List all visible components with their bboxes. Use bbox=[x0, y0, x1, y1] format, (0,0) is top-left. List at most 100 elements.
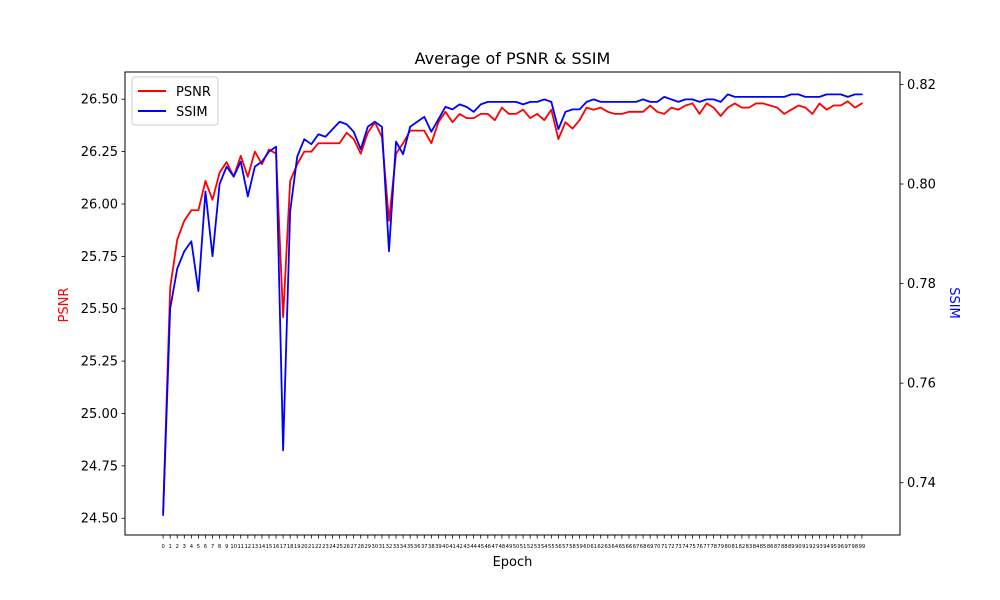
x-tick-label: 22 bbox=[315, 544, 322, 550]
x-tick-label: 77 bbox=[703, 544, 710, 550]
x-tick-label: 70 bbox=[654, 544, 661, 550]
x-tick-label: 45 bbox=[477, 544, 484, 550]
x-tick-label: 56 bbox=[555, 544, 562, 550]
x-tick-label: 29 bbox=[365, 544, 372, 550]
x-tick-label: 1 bbox=[169, 544, 172, 550]
x-tick-label: 4 bbox=[190, 544, 194, 550]
x-tick-label: 36 bbox=[414, 544, 421, 550]
x-tick-label: 73 bbox=[675, 544, 682, 550]
x-tick-label: 26 bbox=[343, 544, 350, 550]
y-tick-label-left: 26.00 bbox=[81, 197, 118, 212]
x-tick-label: 82 bbox=[739, 544, 746, 550]
legend-label-psnr: PSNR bbox=[176, 85, 211, 100]
x-tick-label: 5 bbox=[197, 544, 200, 550]
x-tick-label: 88 bbox=[781, 544, 788, 550]
x-tick-label: 25 bbox=[336, 544, 343, 550]
y-tick-label-left: 26.25 bbox=[81, 145, 118, 160]
x-tick-label: 59 bbox=[576, 544, 583, 550]
y-tick-label-right: 0.80 bbox=[907, 178, 936, 193]
x-tick-label: 46 bbox=[484, 544, 491, 550]
x-tick-label: 11 bbox=[237, 544, 244, 550]
x-tick-label: 85 bbox=[760, 544, 767, 550]
x-tick-label: 19 bbox=[294, 544, 301, 550]
x-tick-label: 83 bbox=[746, 544, 753, 550]
x-tick-label: 30 bbox=[372, 544, 379, 550]
x-tick-label: 41 bbox=[449, 544, 456, 550]
x-tick-label: 28 bbox=[357, 544, 364, 550]
x-tick-label: 58 bbox=[569, 544, 576, 550]
x-tick-label: 24 bbox=[329, 544, 336, 550]
x-tick-label: 74 bbox=[682, 544, 689, 550]
x-tick-label: 71 bbox=[661, 544, 668, 550]
x-tick-label: 8 bbox=[218, 544, 221, 550]
plot-frame bbox=[124, 71, 901, 536]
x-tick-label: 9 bbox=[225, 544, 228, 550]
x-tick-label: 67 bbox=[633, 544, 640, 550]
x-tick-label: 64 bbox=[612, 544, 619, 550]
x-tick-label: 27 bbox=[350, 544, 357, 550]
x-tick-label: 86 bbox=[767, 544, 774, 550]
x-tick-label: 42 bbox=[456, 544, 463, 550]
x-tick-label: 57 bbox=[562, 544, 569, 550]
x-tick-label: 6 bbox=[204, 544, 207, 550]
x-tick-label: 3 bbox=[183, 544, 186, 550]
x-tick-label: 17 bbox=[280, 544, 287, 550]
x-tick-label: 98 bbox=[852, 544, 859, 550]
x-tick-label: 0 bbox=[161, 544, 164, 550]
x-tick-label: 7 bbox=[211, 544, 214, 550]
x-tick-label: 87 bbox=[774, 544, 781, 550]
x-tick-label: 94 bbox=[823, 544, 830, 550]
x-tick-label: 35 bbox=[407, 544, 414, 550]
x-tick-label: 60 bbox=[583, 544, 590, 550]
x-tick-label: 12 bbox=[245, 544, 252, 550]
x-tick-label: 96 bbox=[837, 544, 844, 550]
x-tick-label: 84 bbox=[753, 544, 760, 550]
y-tick-label-left: 25.00 bbox=[81, 407, 118, 422]
y-tick-label-left: 24.50 bbox=[81, 512, 118, 527]
y-tick-label-right: 0.74 bbox=[907, 476, 936, 491]
x-tick-label: 50 bbox=[513, 544, 520, 550]
y-tick-label-left: 25.50 bbox=[81, 302, 118, 317]
x-tick-label: 75 bbox=[689, 544, 696, 550]
x-tick-label: 38 bbox=[428, 544, 435, 550]
x-axis-label: Epoch bbox=[493, 555, 533, 570]
series-layer bbox=[162, 93, 863, 516]
x-tick-label: 31 bbox=[379, 544, 386, 550]
x-tick-label: 68 bbox=[640, 544, 647, 550]
y-tick-label-right: 0.82 bbox=[907, 78, 936, 93]
y-tick-label-left: 24.75 bbox=[81, 459, 118, 474]
y-tick-label-right: 0.78 bbox=[907, 277, 936, 292]
x-tick-label: 72 bbox=[668, 544, 675, 550]
x-tick-label: 95 bbox=[830, 544, 837, 550]
legend-box bbox=[131, 76, 219, 126]
x-tick-label: 65 bbox=[619, 544, 626, 550]
x-tick-label: 39 bbox=[435, 544, 442, 550]
x-tick-label: 49 bbox=[506, 544, 513, 550]
x-tick-label: 66 bbox=[626, 544, 633, 550]
x-tick-label: 43 bbox=[463, 544, 470, 550]
x-tick-label: 69 bbox=[647, 544, 654, 550]
y-axis-label-right: SSIM bbox=[946, 287, 961, 319]
y-axis-label-left: PSNR bbox=[57, 288, 72, 323]
x-tick-label: 52 bbox=[527, 544, 534, 550]
x-tick-label: 48 bbox=[499, 544, 506, 550]
x-tick-label: 63 bbox=[604, 544, 611, 550]
x-tick-label: 18 bbox=[287, 544, 294, 550]
legend-label-ssim: SSIM bbox=[176, 105, 208, 120]
x-tick-label: 99 bbox=[859, 544, 866, 550]
x-tick-label: 78 bbox=[710, 544, 717, 550]
series-line-psnr bbox=[162, 100, 863, 513]
x-tick-label: 20 bbox=[301, 544, 308, 550]
x-tick-label: 44 bbox=[470, 544, 477, 550]
x-tick-label: 33 bbox=[393, 544, 400, 550]
y-tick-label-left: 25.25 bbox=[81, 355, 118, 370]
x-tick-label: 13 bbox=[252, 544, 259, 550]
y-tick-label-left: 26.50 bbox=[81, 93, 118, 108]
x-tick-label: 76 bbox=[696, 544, 703, 550]
x-tick-label: 92 bbox=[809, 544, 816, 550]
x-tick-label: 16 bbox=[273, 544, 280, 550]
x-tick-label: 91 bbox=[802, 544, 809, 550]
x-tick-label: 54 bbox=[541, 544, 548, 550]
x-tick-label: 40 bbox=[442, 544, 449, 550]
